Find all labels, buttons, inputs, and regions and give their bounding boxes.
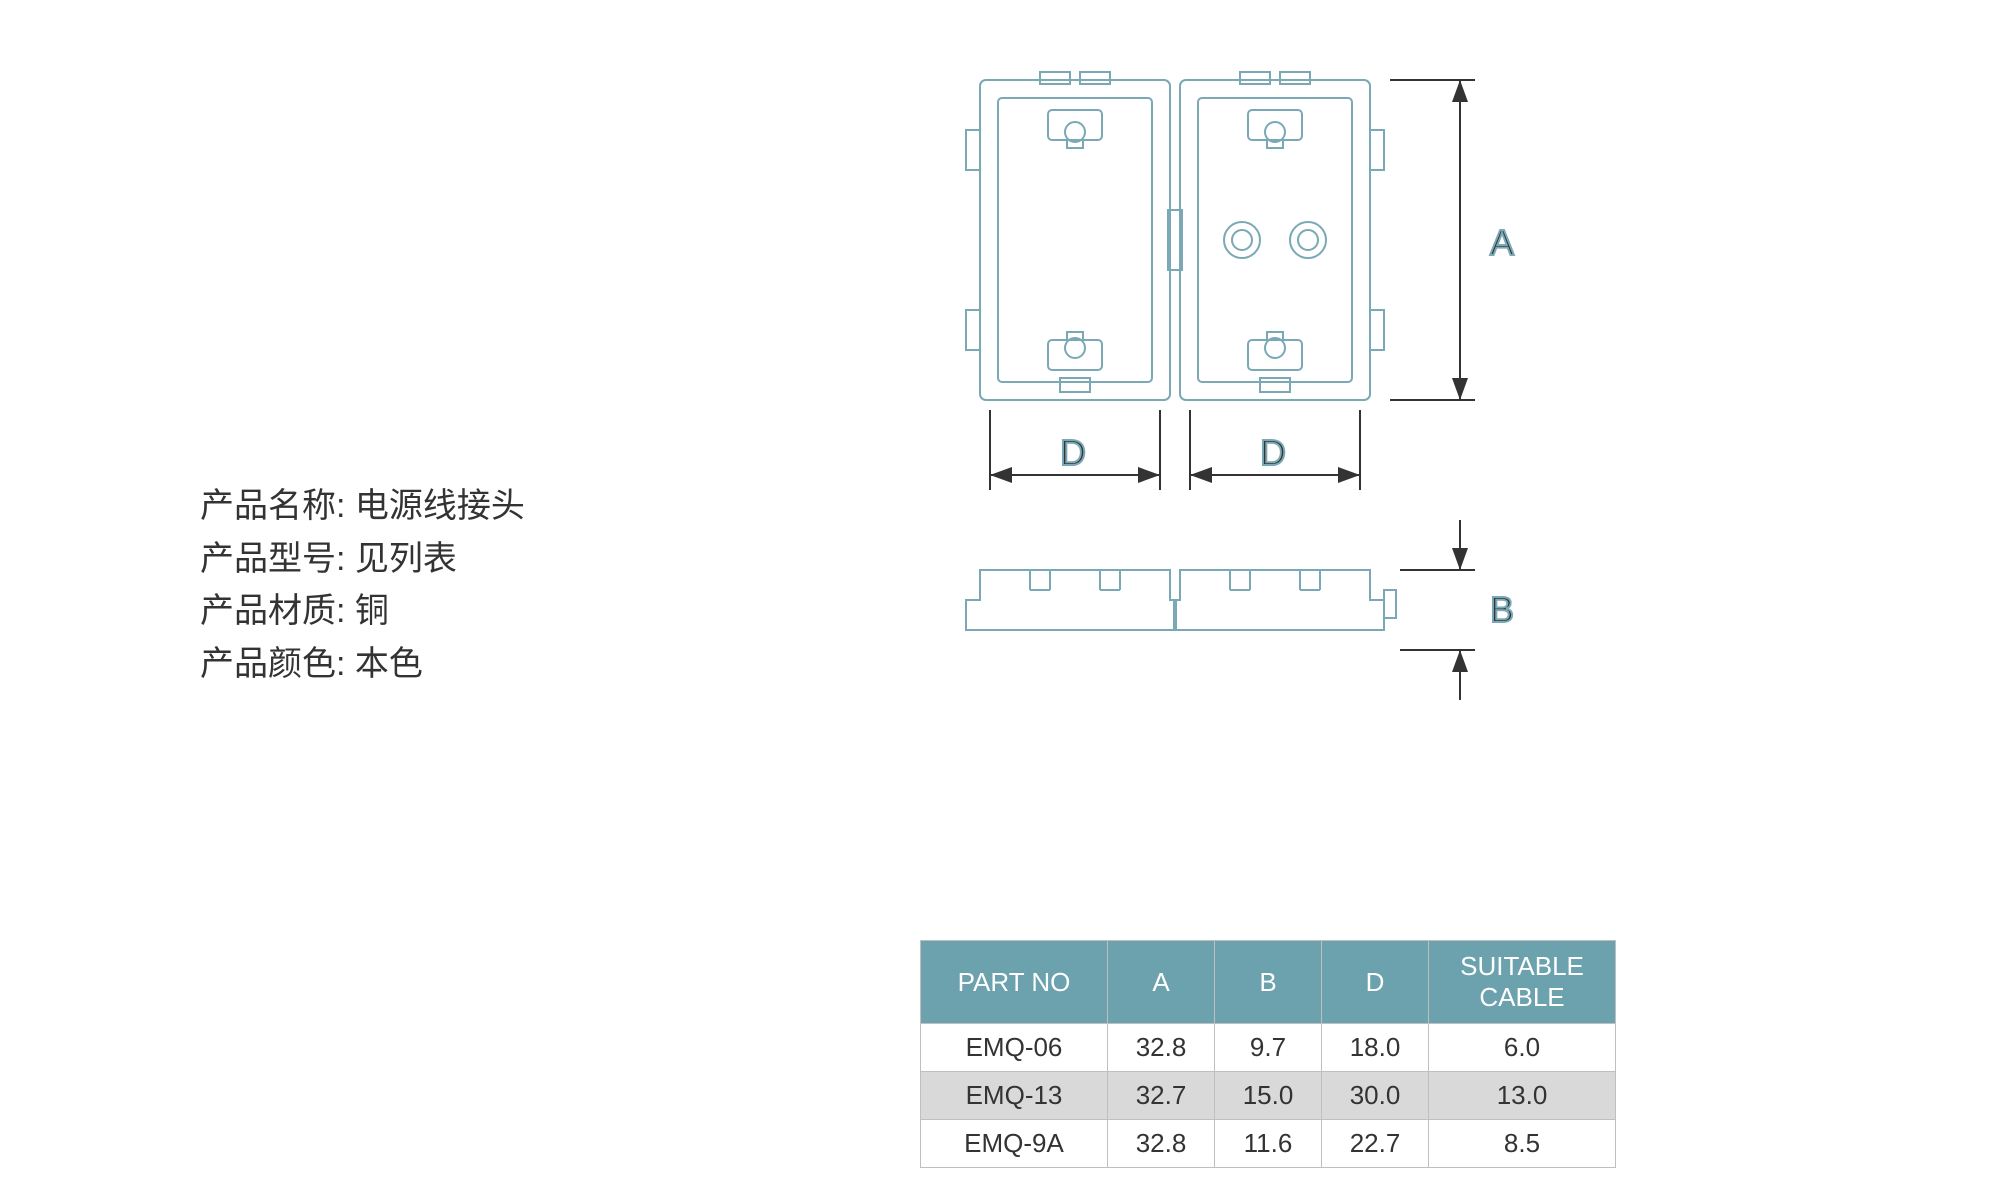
top-view (966, 72, 1384, 400)
dim-A-label: A (1490, 222, 1514, 263)
cell-D: 18.0 (1322, 1024, 1429, 1072)
cell-A: 32.8 (1108, 1120, 1215, 1168)
dimension-D (990, 410, 1360, 490)
cell-cable: 13.0 (1429, 1072, 1616, 1120)
cell-cable: 8.5 (1429, 1120, 1616, 1168)
cell-cable: 6.0 (1429, 1024, 1616, 1072)
cell-partno: EMQ-13 (921, 1072, 1108, 1120)
info-label: 产品名称: (200, 487, 345, 525)
table-row: EMQ-0632.89.718.06.0 (921, 1024, 1616, 1072)
cell-A: 32.7 (1108, 1072, 1215, 1120)
th-cable-line2: CABLE (1479, 982, 1564, 1012)
th-D: D (1322, 941, 1429, 1024)
cell-B: 15.0 (1215, 1072, 1322, 1120)
dim-D-label-left: D (1060, 432, 1086, 473)
info-label: 产品材质: (200, 592, 345, 630)
table-header-row: PART NO A B D SUITABLE CABLE (921, 941, 1616, 1024)
side-view (966, 570, 1396, 630)
info-value: 本色 (355, 645, 423, 683)
spec-table-container: PART NO A B D SUITABLE CABLE EMQ-0632.89… (920, 940, 1616, 1168)
technical-diagram: A D D (920, 60, 1700, 820)
cell-partno: EMQ-9A (921, 1120, 1108, 1168)
th-B: B (1215, 941, 1322, 1024)
info-row-model: 产品型号: 见列表 (200, 533, 525, 586)
cell-D: 30.0 (1322, 1072, 1429, 1120)
cell-A: 32.8 (1108, 1024, 1215, 1072)
dim-D-label-right: D (1260, 432, 1286, 473)
info-value: 电源线接头 (355, 487, 525, 525)
info-row-name: 产品名称: 电源线接头 (200, 480, 525, 533)
cell-partno: EMQ-06 (921, 1024, 1108, 1072)
info-label: 产品型号: (200, 540, 345, 578)
cell-D: 22.7 (1322, 1120, 1429, 1168)
spec-table: PART NO A B D SUITABLE CABLE EMQ-0632.89… (920, 940, 1616, 1168)
info-label: 产品颜色: (200, 645, 345, 683)
dimension-A (1390, 80, 1475, 400)
th-partno: PART NO (921, 941, 1108, 1024)
th-cable: SUITABLE CABLE (1429, 941, 1616, 1024)
table-row: EMQ-9A32.811.622.78.5 (921, 1120, 1616, 1168)
info-value: 见列表 (355, 540, 457, 578)
info-value: 铜 (355, 592, 389, 630)
table-row: EMQ-1332.715.030.013.0 (921, 1072, 1616, 1120)
th-A: A (1108, 941, 1215, 1024)
info-row-color: 产品颜色: 本色 (200, 638, 525, 691)
dimension-B (1400, 520, 1475, 700)
info-row-material: 产品材质: 铜 (200, 585, 525, 638)
cell-B: 11.6 (1215, 1120, 1322, 1168)
dim-B-label: B (1490, 589, 1514, 630)
th-cable-line1: SUITABLE (1460, 951, 1584, 981)
product-info: 产品名称: 电源线接头 产品型号: 见列表 产品材质: 铜 产品颜色: 本色 (200, 480, 525, 691)
cell-B: 9.7 (1215, 1024, 1322, 1072)
